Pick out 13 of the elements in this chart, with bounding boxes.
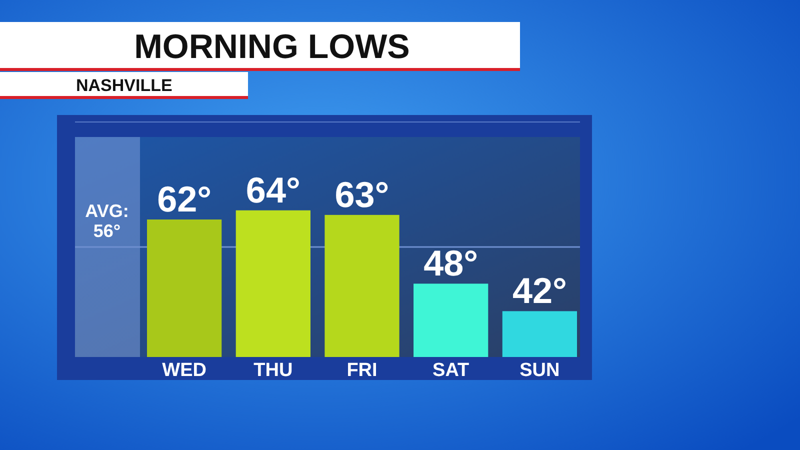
x-tick-label: SAT bbox=[432, 360, 470, 381]
data-label: 64° bbox=[246, 169, 300, 210]
chart-subtitle: NASHVILLE bbox=[76, 76, 172, 95]
data-label: 42° bbox=[512, 270, 567, 312]
data-label: 48° bbox=[424, 242, 478, 284]
data-label: 62° bbox=[157, 178, 212, 220]
data-label: 63° bbox=[334, 174, 390, 215]
x-tick-label: SUN bbox=[520, 360, 560, 381]
x-tick-label: WED bbox=[162, 360, 206, 381]
chart-title: MORNING LOWS bbox=[134, 28, 410, 66]
x-tick-label: THU bbox=[254, 360, 293, 381]
ref-line-label: AVG: 56° bbox=[85, 201, 129, 241]
x-tick-label: FRI bbox=[346, 360, 378, 381]
